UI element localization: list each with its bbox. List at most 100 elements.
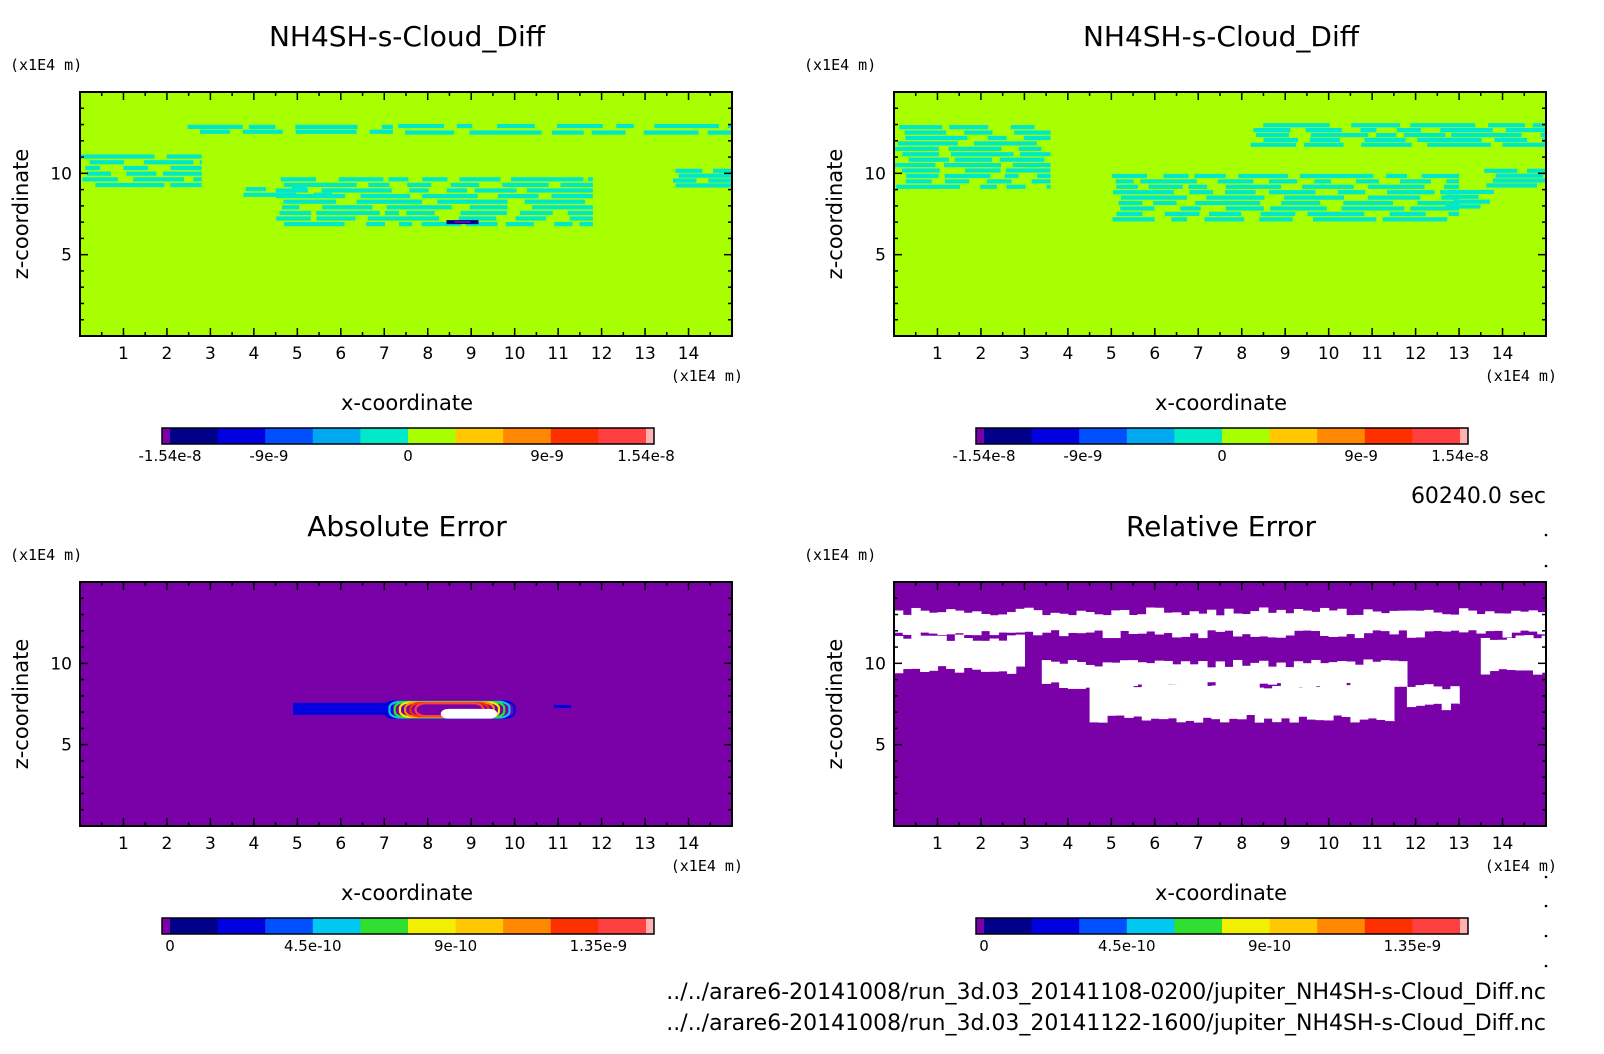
colorbar-segment <box>1174 428 1223 444</box>
colorbar-segment <box>312 918 361 934</box>
cloud-contour <box>1396 128 1421 133</box>
undefined-region <box>1406 610 1417 638</box>
panel-relative-error: Relative Error (x1E4 m) 1 2 3 4 5 6 7 8 9 10 11 12 1… <box>804 510 1557 955</box>
undefined-region <box>963 612 973 636</box>
cloud-contour <box>381 124 393 129</box>
cloud-contour <box>384 210 400 216</box>
cloud-contour <box>166 154 202 159</box>
colorbar-segment <box>217 918 266 934</box>
colorbar-segment <box>976 918 984 934</box>
undefined-region <box>1093 666 1104 688</box>
undefined-region <box>1363 659 1373 685</box>
y-axis-label: z-coordinate <box>823 149 847 280</box>
error-contour <box>553 704 572 708</box>
undefined-region <box>1250 611 1260 637</box>
colorbar-segment <box>646 428 654 444</box>
undefined-region <box>1198 613 1208 639</box>
undefined-region <box>937 612 947 636</box>
x-tick-label: 1 <box>118 834 129 854</box>
cloud-contour <box>321 188 392 193</box>
undefined-region <box>1493 613 1504 631</box>
cloud-contour <box>1005 168 1051 173</box>
colorbar-frame <box>975 427 1469 445</box>
undefined-region <box>1432 612 1443 631</box>
undefined-region <box>1206 609 1217 631</box>
cloud-contour <box>1305 128 1342 133</box>
colorbar-segment <box>312 428 361 444</box>
source-file-1: ../../arare6-20141008/run_3d.03_20141108… <box>666 980 1546 1005</box>
x-tick-label: 8 <box>422 344 433 364</box>
cloud-contour <box>242 129 283 134</box>
undefined-region <box>920 635 930 672</box>
undefined-region <box>1115 681 1125 716</box>
undefined-region <box>1120 609 1130 631</box>
cloud-contour <box>1403 132 1446 138</box>
colorbar-segment <box>1317 428 1366 444</box>
cloud-contour <box>510 177 584 182</box>
cloud-contour <box>727 123 732 129</box>
cloud-contour <box>1494 137 1528 142</box>
cloud-contour <box>678 173 732 178</box>
cloud-contour <box>282 205 300 210</box>
cloud-contour <box>1113 190 1174 195</box>
cloud-contour <box>421 222 462 227</box>
undefined-region <box>1515 635 1525 671</box>
colorbar: 0 4.5e-10 9e-10 1.35e-9 <box>161 917 655 955</box>
cloud-contour <box>526 188 593 193</box>
undefined-region <box>1346 615 1356 635</box>
undefined-region <box>1124 684 1134 718</box>
x-tick-label: 4 <box>1062 834 1073 854</box>
undefined-region <box>1033 610 1043 636</box>
cloud-contour <box>1299 173 1374 179</box>
undefined-region <box>928 635 939 671</box>
cloud-contour <box>399 222 413 227</box>
chart-title: Absolute Error <box>307 510 507 543</box>
cloud-contour <box>1116 184 1139 189</box>
undefined-region <box>1398 610 1408 631</box>
undefined-region <box>1233 613 1243 637</box>
x-tick-label: 8 <box>422 834 433 854</box>
undefined-region <box>1367 684 1378 719</box>
colorbar-tick-label: 1.54e-8 <box>1431 447 1489 465</box>
colorbar-segment <box>217 428 266 444</box>
x-tick-label: 12 <box>591 834 613 854</box>
cloud-contour <box>1116 211 1143 216</box>
cloud-contour <box>1260 211 1296 216</box>
undefined-region <box>1193 683 1204 723</box>
undefined-region <box>1259 607 1269 637</box>
undefined-region <box>1537 612 1547 635</box>
cloud-contour <box>569 216 593 221</box>
undefined-region <box>1359 683 1369 720</box>
y-axis-label: z-coordinate <box>823 639 847 770</box>
undefined-region <box>1311 611 1321 632</box>
x-tick-label: 8 <box>1236 344 1247 364</box>
cloud-contour <box>276 216 311 221</box>
cloud-contour <box>275 188 309 193</box>
cloud-contour <box>1171 217 1188 222</box>
cloud-contour <box>643 130 699 135</box>
colorbar-tick-label: 9e-9 <box>1344 447 1378 465</box>
cloud-contour <box>1364 137 1406 142</box>
cloud-contour <box>896 184 960 189</box>
undefined-region <box>1389 610 1399 635</box>
undefined-region <box>1459 608 1469 633</box>
field-contours <box>894 607 1547 723</box>
colorbar-segment <box>455 428 504 444</box>
colorbar-segment <box>984 428 1033 444</box>
cloud-contour <box>1527 168 1546 173</box>
undefined-region <box>1363 609 1373 634</box>
undefined-region <box>1076 662 1086 689</box>
colorbar-segment <box>503 918 552 934</box>
x-tick-label: 11 <box>547 344 569 364</box>
x-tick-label: 6 <box>335 834 346 854</box>
x-tick-label: 3 <box>205 344 216 364</box>
undefined-region <box>1467 610 1478 631</box>
cloud-contour <box>1382 217 1448 222</box>
cloud-contour <box>948 146 1002 151</box>
cloud-contour <box>1488 123 1526 128</box>
x-unit-label: (x1E4 m) <box>1485 367 1557 385</box>
cloud-contour <box>980 184 997 189</box>
cloud-contour <box>369 129 393 134</box>
cloud-contour <box>1417 200 1460 206</box>
undefined-region <box>1376 683 1386 720</box>
